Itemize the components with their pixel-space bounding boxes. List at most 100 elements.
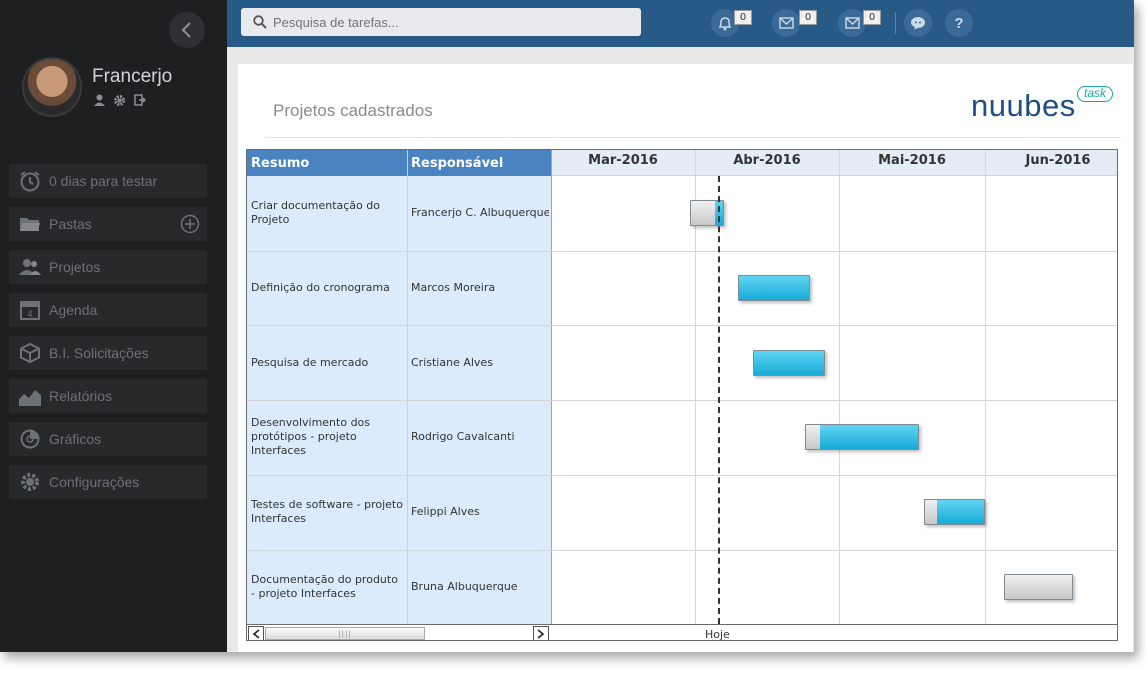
envelope-icon: [778, 17, 794, 29]
gantt-chart: Resumo Responsável Mar-2016 Abr-2016 Mai-2…: [246, 149, 1118, 641]
mail-icon: [844, 17, 860, 29]
sidebar-item-bi-requests[interactable]: B.I. Solicitações: [9, 336, 207, 370]
sidebar-item-agenda[interactable]: 4 Agenda: [9, 293, 207, 327]
add-folder-icon[interactable]: [180, 214, 200, 234]
horizontal-scroll-thumb[interactable]: ||||: [265, 627, 425, 640]
table-row[interactable]: Definição do cronograma Marcos Moreira: [247, 251, 1117, 326]
gear-icon: [17, 471, 43, 493]
arrow-right-icon: [537, 628, 545, 639]
sidebar-item-settings[interactable]: Configurações: [9, 465, 207, 499]
top-bar: 0 0 0 ?: [227, 0, 1134, 47]
today-marker: [718, 176, 720, 624]
month-header: Jun-2016: [1025, 153, 1091, 168]
sidebar-item-label: Pastas: [49, 216, 92, 232]
user-actions: [94, 94, 146, 107]
logout-icon[interactable]: [134, 94, 146, 106]
row-gridline: [247, 250, 1117, 252]
messages-badge: 0: [799, 10, 817, 25]
table-row[interactable]: Documentação do produto - projeto Interf…: [247, 550, 1117, 625]
title-divider: [266, 137, 1121, 138]
task-owner: Marcos Moreira: [411, 281, 496, 295]
sidebar-item-projects[interactable]: Projetos: [9, 250, 207, 284]
notifications-badge: 0: [734, 10, 752, 25]
sidebar-menu: 0 dias para testar Pastas Projetos 4 Ag: [9, 164, 207, 508]
row-gridline: [247, 400, 1117, 402]
username: Francerjo: [92, 66, 173, 87]
row-gridline: [247, 474, 1117, 476]
task-summary: Desenvolvimento dos protótipos - projeto…: [251, 416, 371, 458]
sidebar-item-reports[interactable]: Relatórios: [9, 379, 207, 413]
chat-button[interactable]: [904, 9, 932, 37]
settings-gear-icon[interactable]: [113, 94, 126, 107]
column-gridline: [551, 150, 552, 624]
sidebar-item-label: Gráficos: [49, 431, 102, 447]
task-progress-fill: [691, 201, 715, 226]
sidebar-item-charts[interactable]: Gráficos: [9, 422, 207, 456]
month-gridline: [985, 150, 986, 624]
gantt-header-timeline: Mar-2016 Abr-2016 Mai-2016 Jun-2016: [551, 150, 1117, 176]
folder-icon: [17, 213, 43, 235]
app-window: Francerjo 0 dias para testar Pastas: [0, 0, 1134, 652]
calendar-day: 4: [27, 310, 33, 320]
arrow-left-icon: [252, 628, 260, 639]
scroll-right-button[interactable]: [533, 626, 549, 640]
table-row[interactable]: Desenvolvimento dos protótipos - projeto…: [247, 400, 1117, 475]
task-progress-fill: [1005, 574, 1072, 599]
sidebar-item-label: 0 dias para testar: [49, 173, 158, 189]
task-summary: Definição do cronograma: [251, 281, 390, 295]
today-label: Hoje: [705, 628, 730, 641]
task-summary: Testes de software - projeto Interfaces: [251, 498, 403, 526]
sidebar-item-trial[interactable]: 0 dias para testar: [9, 164, 207, 198]
toolbar-divider: [895, 12, 896, 34]
task-bar[interactable]: [752, 349, 825, 376]
column-header-summary[interactable]: Resumo: [251, 156, 310, 171]
table-row[interactable]: Pesquisa de mercado Cristiane Alves: [247, 325, 1117, 400]
scroll-left-button[interactable]: [248, 626, 264, 640]
mail-badge: 0: [863, 10, 881, 25]
task-bar[interactable]: [1004, 573, 1073, 600]
table-row[interactable]: Testes de software - projeto Interfaces F…: [247, 475, 1117, 550]
gantt-footer: |||| Hoje: [247, 624, 1117, 641]
search-box[interactable]: [241, 8, 641, 36]
sidebar-item-label: Agenda: [49, 302, 98, 318]
sidebar-item-label: Projetos: [49, 259, 101, 275]
users-icon: [17, 256, 43, 278]
sidebar: Francerjo 0 dias para testar Pastas: [0, 0, 227, 652]
calendar-icon: 4: [17, 299, 43, 321]
bell-icon: [718, 16, 732, 30]
pie-chart-icon: [17, 428, 43, 450]
task-summary: Documentação do produto - projeto Interf…: [251, 572, 398, 600]
mail-button[interactable]: [838, 9, 866, 37]
column-header-owner[interactable]: Responsável: [411, 156, 504, 171]
gantt-task-columns: [247, 176, 551, 624]
task-bar[interactable]: [738, 275, 811, 302]
sidebar-item-label: Configurações: [49, 474, 140, 490]
search-icon: [253, 15, 267, 29]
table-row[interactable]: Criar documentação do Projeto Francerjo C…: [247, 176, 1117, 251]
month-header: Abr-2016: [733, 153, 801, 168]
avatar[interactable]: [22, 57, 82, 117]
month-gridline: [839, 150, 840, 624]
nuubes-task-logo: nuubes task: [971, 86, 1126, 126]
task-bar[interactable]: [923, 499, 985, 526]
cube-icon: [17, 342, 43, 364]
alarm-clock-icon: [17, 170, 43, 192]
task-bar[interactable]: [805, 424, 920, 451]
logo-badge: task: [1077, 86, 1114, 102]
task-owner: Cristiane Alves: [411, 355, 493, 369]
sidebar-item-folders[interactable]: Pastas: [9, 207, 207, 241]
area-chart-icon: [17, 385, 43, 407]
search-input[interactable]: [273, 14, 623, 30]
row-gridline: [247, 549, 1117, 551]
logo-text: nuubes: [971, 88, 1076, 123]
user-profile-icon[interactable]: [94, 94, 105, 106]
task-summary: Criar documentação do Projeto: [251, 199, 380, 227]
row-gridline: [247, 325, 1117, 327]
column-gridline: [407, 150, 408, 624]
messages-button[interactable]: [772, 9, 800, 37]
collapse-sidebar-button[interactable]: [169, 12, 205, 48]
sidebar-item-label: B.I. Solicitações: [49, 345, 149, 361]
month-header: Mai-2016: [878, 153, 946, 168]
help-button[interactable]: ?: [945, 9, 973, 37]
page-title: Projetos cadastrados: [273, 101, 433, 120]
